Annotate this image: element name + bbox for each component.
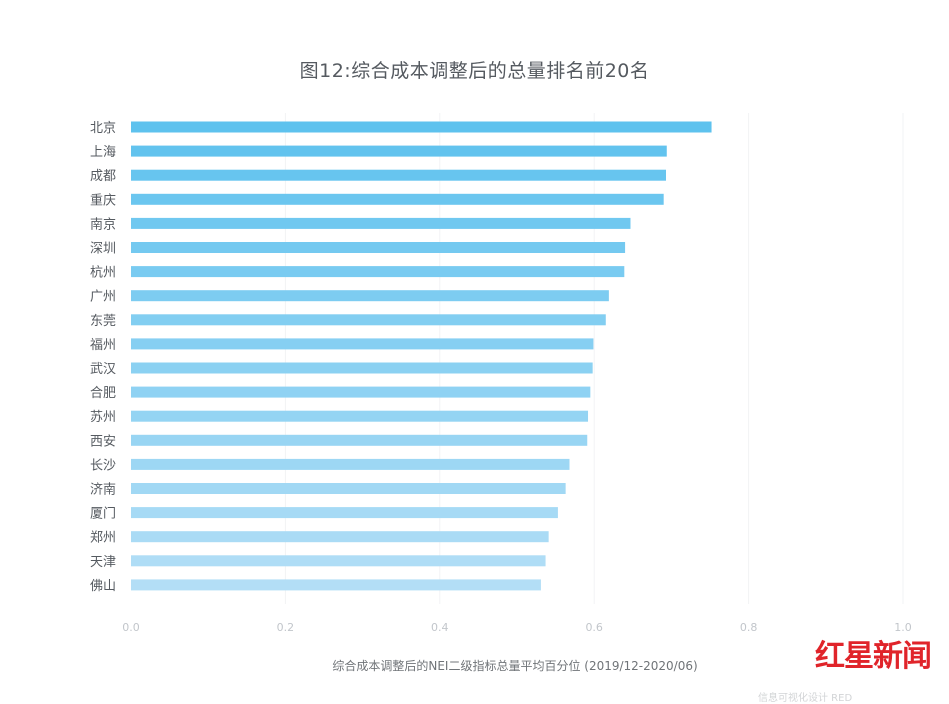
x-tick-label: 0.6: [585, 621, 603, 634]
chart-title: 图12:综合成本调整后的总量排名前20名: [299, 60, 650, 82]
category-label: 苏州: [90, 409, 116, 425]
x-tick-label: 0.4: [431, 621, 449, 634]
bar-17: [131, 507, 558, 519]
category-label: 重庆: [90, 192, 116, 208]
bar-11: [131, 362, 593, 374]
bar-4: [131, 193, 664, 205]
bar-5: [131, 217, 631, 229]
category-label: 南京: [90, 216, 116, 232]
category-label: 厦门: [90, 507, 116, 522]
bar-6: [131, 242, 626, 253]
credit-text: 信息可视化设计 RED: [758, 693, 853, 704]
x-tick-label: 0.0: [122, 621, 140, 634]
x-tick-label: 0.8: [740, 621, 758, 634]
x-axis-label: 综合成本调整后的NEI二级指标总量平均百分位 (2019/12-2020/06): [332, 659, 698, 673]
x-tick-labels: 0.0 0.2 0.4 0.6 0.8 1.0: [122, 621, 912, 634]
category-label: 天津: [90, 555, 116, 570]
category-label: 福州: [90, 338, 116, 353]
bar-12: [131, 386, 591, 398]
gridlines: [284, 113, 904, 604]
category-label: 佛山: [90, 579, 116, 594]
category-label: 西安: [90, 434, 116, 449]
bar-15: [131, 458, 570, 470]
bars: [131, 121, 712, 591]
bar-8: [131, 290, 609, 302]
category-label: 深圳: [90, 242, 116, 257]
category-label: 广州: [90, 290, 116, 305]
bar-18: [131, 531, 549, 543]
category-label: 上海: [90, 145, 116, 160]
category-label: 合肥: [90, 386, 116, 401]
category-label: 成都: [90, 169, 116, 184]
category-label: 济南: [90, 482, 116, 498]
category-label: 郑州: [90, 531, 116, 546]
bar-20: [131, 579, 541, 591]
bar-19: [131, 555, 546, 567]
bar-2: [131, 145, 667, 157]
category-label: 长沙: [90, 458, 116, 473]
bar-14: [131, 434, 588, 446]
bar-16: [131, 483, 566, 494]
bar-1: [131, 121, 712, 133]
bar-10: [131, 338, 594, 350]
bar-9: [131, 314, 606, 326]
category-label: 杭州: [90, 266, 116, 281]
category-label: 北京: [90, 121, 116, 136]
category-label: 东莞: [90, 314, 116, 329]
bar-7: [131, 266, 625, 278]
x-tick-label: 1.0: [894, 621, 912, 634]
bar-13: [131, 410, 589, 422]
category-label: 武汉: [90, 362, 116, 377]
watermark-logo: 红星新闻: [815, 639, 932, 674]
bar-3: [131, 169, 666, 181]
x-tick-label: 0.2: [277, 621, 295, 634]
